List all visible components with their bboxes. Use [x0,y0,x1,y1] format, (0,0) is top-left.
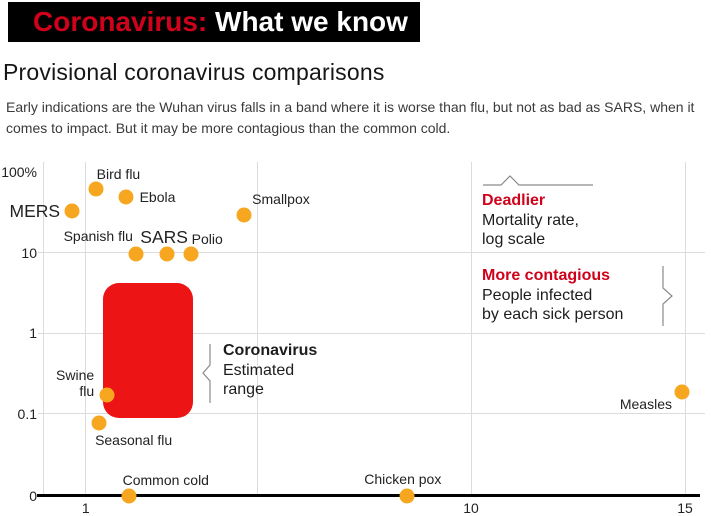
point-label-spanish-flu: Spanish flu [63,227,133,244]
more-contagious-annotation: More contagious People infected by each … [482,266,623,325]
data-point-common-cold [121,488,137,504]
data-point-mers [64,203,80,219]
headline-banner: Coronavirus: What we know [8,2,420,42]
coronavirus-range-annotation: Coronavirus Estimated range [223,341,317,400]
coronavirus-range-box [102,282,193,419]
headline-highlight: Coronavirus: [33,6,208,37]
point-label-measles: Measles [619,395,672,412]
y-axis-tick-label: 10 [21,244,37,261]
x-axis-tick-label: 10 [463,500,479,516]
point-label-ebola: Ebola [139,188,176,205]
data-point-smallpox [236,207,252,223]
deadlier-annotation-line2: log scale [482,231,546,248]
point-label-bird-flu: Bird flu [96,165,141,182]
coronavirus-range-annotation-line2: range [223,381,264,398]
chart-title: Provisional coronavirus comparisons [3,59,385,85]
gridline-x-5 [256,162,258,496]
data-point-seasonal-flu [91,415,107,431]
y-axis-tick-label: 100% [1,164,37,180]
x-axis-line [37,494,700,497]
data-point-polio [183,246,199,262]
more-contagious-annotation-title: More contagious [482,267,611,284]
data-point-ebola [118,189,134,205]
more-contagious-annotation-line1: People infected [482,286,593,304]
data-point-chicken-pox [399,488,415,504]
x-axis-tick-label: 15 [677,500,693,516]
gridline-y-0.1 [38,413,705,414]
deadlier-annotation: Deadlier Mortality rate, log scale [482,191,579,250]
data-point-swine-flu [99,387,115,403]
gridline-y-1 [38,332,705,334]
data-point-bird-flu [88,181,104,197]
y-axis-tick-label: 1 [29,325,37,341]
point-label-common-cold: Common cold [122,471,209,488]
y-axis-tick-label: 0 [29,488,37,504]
point-label-sars: SARS [140,226,188,247]
coronavirus-range-annotation-line1: Estimated [223,361,295,379]
point-label-chicken-pox: Chicken pox [364,470,442,487]
deadlier-annotation-line1: Mortality rate, [482,211,579,229]
deadlier-annotation-title: Deadlier [482,192,546,209]
chart-description: Early indications are the Wuhan virus fa… [6,99,695,136]
point-label-polio: Polio [191,230,223,247]
gridline-x-10 [470,162,472,496]
point-label-mers: MERS [9,200,61,221]
gridline-x-1 [85,162,87,496]
point-label-seasonal-flu: Seasonal flu [95,431,173,448]
more-contagious-annotation-line2: by each sick person [482,306,624,323]
gridline-x-0 [42,162,44,496]
gridline-y-10 [38,252,705,253]
point-label-swine-flu: Swine flu [56,366,95,399]
x-axis-tick-label: 1 [81,500,90,516]
y-axis-tick-label: 0.1 [17,405,37,422]
data-point-sars [159,246,175,262]
point-label-smallpox: Smallpox [252,191,310,208]
data-point-spanish-flu [128,246,144,262]
coronavirus-range-annotation-title: Coronavirus [223,342,318,359]
gridline-x-15 [684,162,686,496]
data-point-measles [674,384,690,400]
headline-text: What we know [207,6,408,37]
